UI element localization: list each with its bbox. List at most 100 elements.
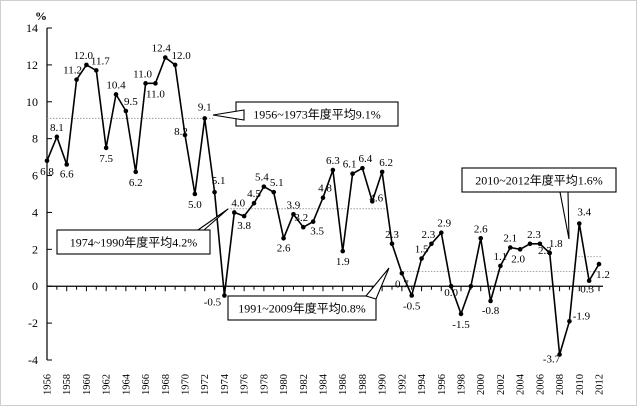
data-point bbox=[557, 352, 562, 357]
data-label: 4.8 bbox=[318, 183, 332, 195]
data-label: 4.0 bbox=[231, 197, 245, 209]
data-point bbox=[419, 256, 424, 261]
data-label: -1.5 bbox=[452, 319, 470, 331]
data-point bbox=[389, 241, 395, 247]
x-tick-label: 2008 bbox=[555, 374, 566, 395]
data-point bbox=[84, 62, 89, 68]
data-point bbox=[231, 210, 237, 215]
data-point bbox=[123, 108, 129, 114]
y-tick-label: -2 bbox=[28, 316, 38, 330]
data-point bbox=[281, 235, 286, 241]
data-label: 2.9 bbox=[437, 218, 451, 230]
data-label: 8.1 bbox=[50, 122, 64, 134]
data-label: 4.6 bbox=[369, 192, 383, 204]
data-label: 5.1 bbox=[270, 177, 284, 189]
data-point bbox=[74, 77, 79, 82]
data-point bbox=[527, 241, 533, 247]
data-label: 1.9 bbox=[336, 256, 350, 268]
data-label: 12.4 bbox=[152, 43, 172, 55]
data-point bbox=[103, 145, 109, 151]
data-point bbox=[379, 169, 385, 175]
data-point bbox=[133, 169, 139, 175]
data-label: 2.6 bbox=[277, 242, 291, 254]
x-tick-label: 1992 bbox=[397, 374, 408, 395]
callout-label: 1974~1990年度平均4.2% bbox=[70, 235, 198, 250]
y-tick-label: 12 bbox=[26, 58, 38, 72]
data-point bbox=[192, 191, 198, 197]
data-point bbox=[448, 283, 454, 289]
data-label: 3.5 bbox=[310, 226, 324, 238]
y-tick-label: 10 bbox=[26, 95, 38, 109]
callout-box bbox=[461, 167, 617, 193]
x-tick-label: 1986 bbox=[338, 374, 349, 395]
x-tick-label: 2012 bbox=[595, 374, 606, 395]
y-tick-label: 0 bbox=[32, 279, 38, 293]
data-point bbox=[576, 221, 582, 226]
data-label: 3.9 bbox=[287, 199, 301, 211]
data-point bbox=[360, 165, 365, 171]
data-label: 10.4 bbox=[106, 79, 126, 91]
data-label: 2.6 bbox=[474, 223, 488, 235]
data-point bbox=[212, 189, 217, 195]
data-label: 9.5 bbox=[124, 96, 138, 108]
x-tick-label: 1960 bbox=[82, 374, 93, 395]
data-label: 2.3 bbox=[422, 229, 436, 241]
data-label: 2.0 bbox=[511, 253, 525, 265]
data-point bbox=[291, 211, 296, 217]
data-label: 11.0 bbox=[146, 88, 165, 100]
callout-box bbox=[56, 229, 211, 255]
y-axis-unit-label: % bbox=[35, 9, 47, 23]
data-label: 0.7 bbox=[395, 278, 409, 290]
data-point bbox=[54, 134, 60, 140]
data-point bbox=[261, 184, 267, 189]
data-point bbox=[113, 92, 119, 97]
x-tick-label: 2006 bbox=[535, 374, 546, 395]
data-label: 1.1 bbox=[494, 251, 508, 263]
data-point bbox=[547, 250, 553, 256]
data-label: 6.2 bbox=[379, 157, 393, 169]
x-tick-label: 1966 bbox=[141, 374, 152, 395]
y-tick-label: 14 bbox=[26, 21, 38, 35]
data-label: -0.5 bbox=[403, 300, 421, 312]
x-tick-label: 1990 bbox=[378, 374, 389, 395]
data-point bbox=[409, 293, 415, 298]
data-point bbox=[350, 171, 355, 177]
data-label: 1.2 bbox=[596, 269, 610, 281]
x-tick-label: 1978 bbox=[259, 374, 270, 395]
data-label: 5.4 bbox=[255, 172, 269, 184]
callout-pointer bbox=[365, 267, 390, 300]
data-point bbox=[143, 81, 148, 86]
callout-pointer bbox=[212, 109, 245, 121]
x-tick-label: 1958 bbox=[62, 374, 73, 395]
data-label: -0.8 bbox=[482, 305, 500, 317]
data-label: 0.0 bbox=[444, 287, 458, 299]
data-point bbox=[458, 311, 464, 317]
data-label: 11.2 bbox=[63, 65, 82, 77]
data-point bbox=[44, 158, 50, 164]
x-tick-label: 2010 bbox=[575, 374, 586, 395]
data-label: 6.6 bbox=[60, 168, 74, 180]
callout-pointer bbox=[559, 191, 570, 240]
x-tick-label: 1982 bbox=[299, 374, 310, 395]
data-label: 12.0 bbox=[172, 50, 192, 62]
x-tick-label: 1974 bbox=[220, 373, 231, 395]
x-tick-label: 1994 bbox=[417, 373, 428, 395]
data-label: 2.3 bbox=[385, 229, 399, 241]
data-point bbox=[498, 263, 503, 269]
data-label: 3.2 bbox=[294, 212, 308, 224]
y-tick-label: 6 bbox=[32, 169, 38, 183]
x-tick-label: 1964 bbox=[121, 373, 132, 395]
data-label: 1.8 bbox=[549, 238, 563, 250]
data-point bbox=[310, 219, 316, 224]
data-point bbox=[320, 195, 326, 200]
data-point bbox=[300, 224, 306, 230]
data-point bbox=[241, 213, 247, 219]
data-point bbox=[93, 68, 99, 73]
data-point bbox=[586, 278, 592, 283]
data-point bbox=[399, 271, 405, 276]
data-label: -1.9 bbox=[573, 310, 591, 322]
data-label: -3.7 bbox=[543, 353, 561, 365]
y-tick-label: -4 bbox=[28, 353, 38, 367]
data-label: 6.8 bbox=[40, 166, 54, 178]
